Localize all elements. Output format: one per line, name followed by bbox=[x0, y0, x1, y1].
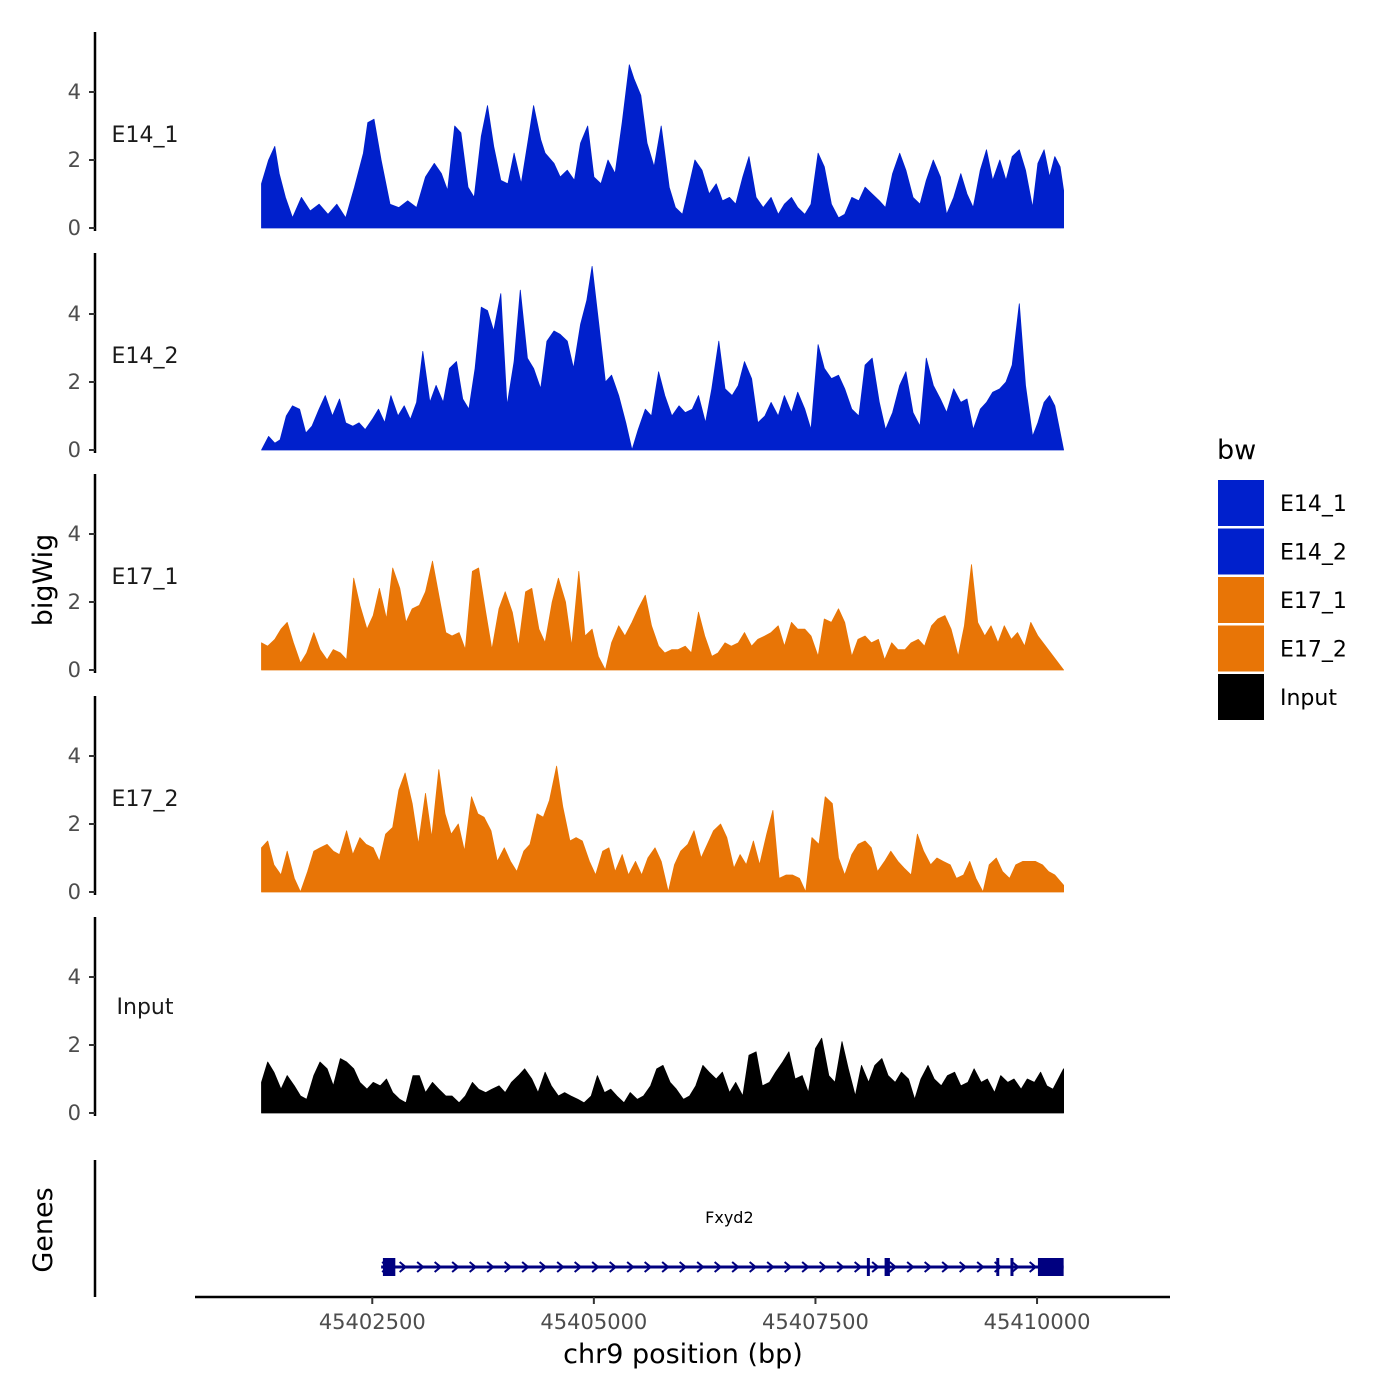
strand-arrow bbox=[486, 1261, 495, 1273]
track-label-Input: Input bbox=[117, 995, 174, 1020]
strand-arrow bbox=[398, 1261, 408, 1273]
area-E14_1 bbox=[261, 64, 1064, 229]
legend-swatch-E14_2 bbox=[1218, 528, 1264, 575]
strand-arrow bbox=[468, 1261, 478, 1273]
gene-exon bbox=[382, 1258, 396, 1276]
gene-panel: Fxyd2 bbox=[93, 1160, 1064, 1297]
gene-exon bbox=[866, 1258, 870, 1276]
y-tick-label: 4 bbox=[68, 965, 81, 989]
legend: bw E14_1 E14_2 E17_1 E17_2 Input bbox=[1217, 435, 1347, 720]
legend-label-E14_1: E14_1 bbox=[1280, 492, 1347, 517]
strand-arrow bbox=[626, 1261, 635, 1273]
y-tick-label: 0 bbox=[68, 1101, 81, 1125]
legend-swatch-Input bbox=[1218, 674, 1264, 720]
y-tick-label: 2 bbox=[68, 148, 81, 172]
y-tick-label: 4 bbox=[68, 522, 81, 546]
legend-label-E17_1: E17_1 bbox=[1280, 589, 1347, 614]
strand-arrow bbox=[713, 1261, 723, 1273]
y-tick-label: 4 bbox=[68, 302, 81, 326]
track-Input: 0 2 4 Input bbox=[68, 917, 1064, 1125]
gene-exon bbox=[884, 1258, 890, 1276]
area-E17_2 bbox=[261, 765, 1064, 893]
x-axis: 45402500 45405000 45407500 45410000 bbox=[195, 1295, 1170, 1334]
track-E17_1: 0 2 4 E17_1 bbox=[68, 474, 1064, 682]
track-label-E17_2: E17_2 bbox=[112, 787, 179, 812]
legend-label-E14_2: E14_2 bbox=[1280, 541, 1347, 566]
strand-arrow bbox=[451, 1261, 460, 1273]
signal-tracks: 0 2 4 E14_1 0 2 4 E14_2 0 2 4 E17_1 0 2 4 E17_2 0 2 4 Input bbox=[68, 32, 1064, 1125]
y-tick-label: 4 bbox=[68, 744, 81, 768]
y-tick-label: 2 bbox=[68, 812, 81, 836]
strand-arrow bbox=[433, 1261, 443, 1273]
area-E14_2 bbox=[261, 266, 1064, 451]
strand-arrow bbox=[818, 1261, 828, 1273]
strand-arrow bbox=[521, 1261, 530, 1273]
strand-arrow bbox=[696, 1261, 705, 1273]
area-Input bbox=[261, 1037, 1064, 1114]
track-label-E14_1: E14_1 bbox=[112, 123, 179, 148]
y-tick-label: 0 bbox=[68, 658, 81, 682]
area-E17_1 bbox=[261, 560, 1064, 671]
track-E17_2: 0 2 4 E17_2 bbox=[68, 696, 1064, 904]
x-tick-label: 45407500 bbox=[762, 1310, 869, 1334]
legend-swatch-E17_1 bbox=[1218, 577, 1264, 623]
legend-title: bw bbox=[1217, 435, 1256, 466]
genes-axis-title: Genes bbox=[28, 1187, 59, 1272]
strand-arrow bbox=[906, 1261, 915, 1273]
strand-arrow bbox=[538, 1261, 548, 1273]
x-tick-label: 45410000 bbox=[984, 1310, 1091, 1334]
strand-arrow bbox=[853, 1261, 863, 1273]
y-tick-label: 2 bbox=[68, 370, 81, 394]
y-tick-label: 0 bbox=[68, 438, 81, 462]
legend-swatch-E14_1 bbox=[1218, 480, 1264, 526]
y-tick-label: 0 bbox=[68, 216, 81, 240]
strand-arrow bbox=[766, 1261, 775, 1273]
x-tick-label: 45405000 bbox=[540, 1310, 647, 1334]
y-tick-label: 0 bbox=[68, 880, 81, 904]
strand-arrow bbox=[556, 1261, 565, 1273]
y-tick-label: 2 bbox=[68, 590, 81, 614]
strand-arrow bbox=[661, 1261, 670, 1273]
gene-exon bbox=[996, 1258, 1000, 1276]
strand-arrow bbox=[573, 1261, 583, 1273]
track-label-E14_2: E14_2 bbox=[112, 344, 179, 369]
strand-arrow bbox=[888, 1261, 898, 1273]
strand-arrow bbox=[1011, 1261, 1020, 1273]
strand-arrow bbox=[608, 1261, 618, 1273]
strand-arrow bbox=[783, 1261, 793, 1273]
strand-arrow bbox=[941, 1261, 950, 1273]
track-E14_1: 0 2 4 E14_1 bbox=[68, 32, 1064, 240]
y-tick-label: 2 bbox=[68, 1033, 81, 1057]
x-axis-title: chr9 position (bp) bbox=[563, 1339, 803, 1370]
track-E14_2: 0 2 4 E14_2 bbox=[68, 253, 1064, 462]
strand-arrow bbox=[731, 1261, 740, 1273]
y-axis-title: bigWig bbox=[28, 534, 59, 627]
strand-arrow bbox=[503, 1261, 513, 1273]
strand-arrow bbox=[923, 1261, 933, 1273]
gene-exon bbox=[1010, 1258, 1014, 1276]
strand-arrow bbox=[958, 1261, 968, 1273]
legend-label-Input: Input bbox=[1280, 686, 1337, 711]
strand-arrow bbox=[836, 1261, 845, 1273]
strand-arrow bbox=[976, 1261, 985, 1273]
y-tick-label: 4 bbox=[68, 80, 81, 104]
gene-name-label: Fxyd2 bbox=[705, 1208, 753, 1227]
strand-arrow bbox=[643, 1261, 653, 1273]
strand-arrow bbox=[416, 1261, 425, 1273]
strand-arrow bbox=[801, 1261, 810, 1273]
strand-arrow bbox=[678, 1261, 688, 1273]
legend-swatch-E17_2 bbox=[1218, 625, 1264, 672]
strand-arrow bbox=[748, 1261, 758, 1273]
track-label-E17_1: E17_1 bbox=[112, 565, 179, 590]
strand-arrow bbox=[1028, 1261, 1038, 1273]
strand-arrow bbox=[591, 1261, 600, 1273]
legend-label-E17_2: E17_2 bbox=[1280, 638, 1347, 663]
gene-exon bbox=[1037, 1258, 1064, 1276]
strand-arrow bbox=[871, 1261, 880, 1273]
x-tick-label: 45402500 bbox=[319, 1310, 426, 1334]
